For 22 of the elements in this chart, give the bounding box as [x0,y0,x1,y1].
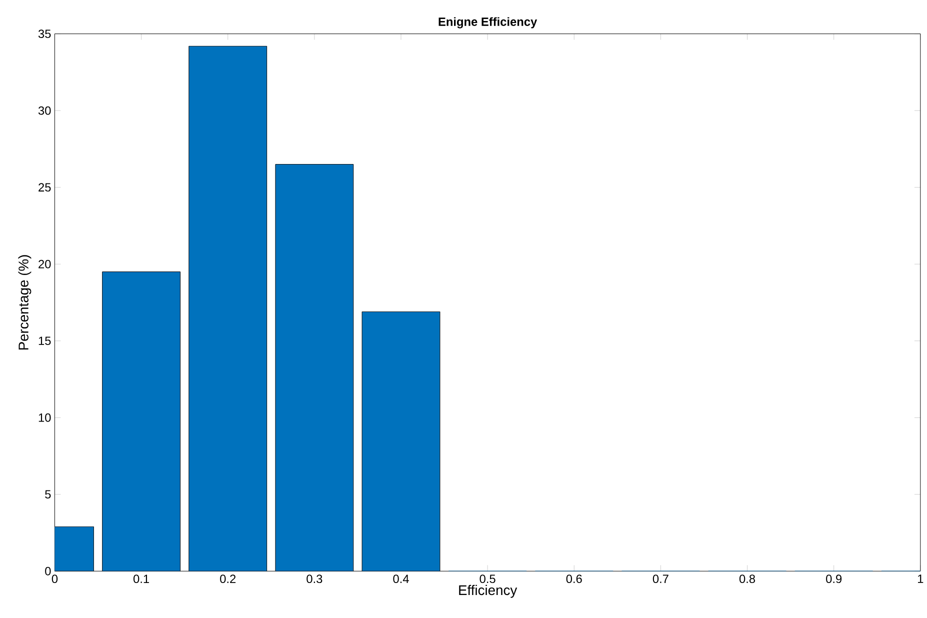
y-tick-label: 25 [38,183,51,192]
x-tick-label: 0 [52,574,58,584]
y-axis-title: Percentage (%) [18,255,32,350]
y-tick-label: 0 [45,566,51,576]
x-tick-label: 1 [918,574,924,583]
x-tick-label: 0.7 [652,574,668,584]
x-tick-label: 0.3 [306,574,322,584]
y-tick-label: 30 [38,106,51,115]
chart-title: Enigne Efficiency [438,17,538,28]
x-tick-label: 0.8 [739,574,756,584]
y-tick-label: 15 [38,336,51,346]
y-tick-label: 20 [38,260,51,268]
x-tick-label: 0.4 [393,574,409,584]
x-tick-label: 0.9 [826,574,842,584]
x-axis-title: Efficiency [459,584,518,598]
y-tick-label: 10 [38,413,51,422]
y-tick-label: 35 [38,30,51,38]
x-tick-label: 0.1 [133,574,149,584]
x-tick-label: 0.2 [220,574,236,584]
x-tick-label: 0.6 [566,574,582,584]
y-tick-label: 5 [45,490,51,499]
x-tick-label: 0.5 [480,574,496,584]
